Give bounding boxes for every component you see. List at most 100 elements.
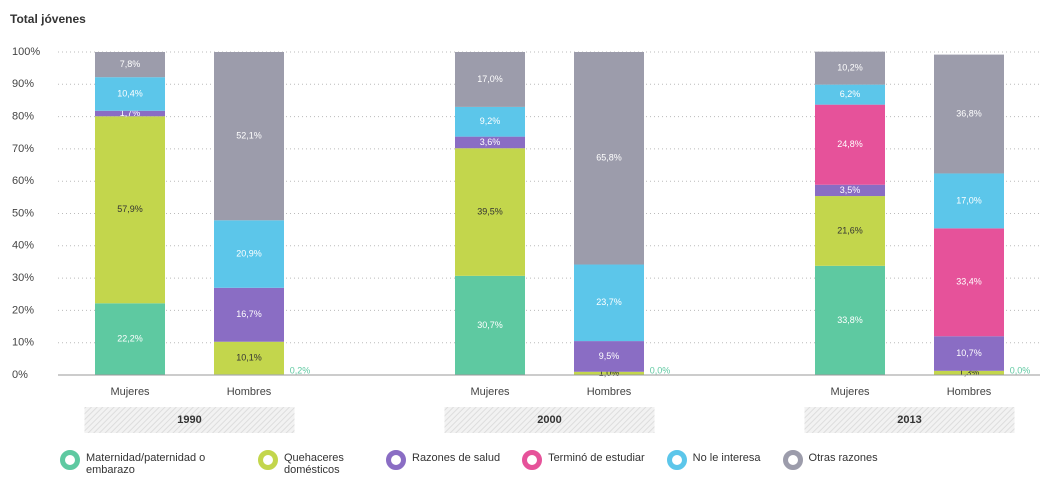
data-label: 33,8%	[837, 315, 863, 325]
x-tick-label: Hombres	[587, 386, 632, 398]
y-tick-label: 60%	[12, 175, 34, 187]
data-label: 0,0%	[650, 365, 671, 375]
group-band	[444, 407, 655, 433]
bar-segment	[95, 303, 165, 375]
data-label: 3,5%	[840, 185, 861, 195]
bar-segment	[95, 110, 165, 117]
data-label: 33,4%	[956, 277, 982, 287]
data-label: 36,8%	[956, 108, 982, 118]
legend-item: Maternidad/paternidad o embarazo	[60, 450, 236, 476]
group-label: 2000	[537, 414, 561, 426]
data-label: 57,9%	[117, 204, 143, 214]
legend-item: Terminó de estudiar	[522, 450, 645, 476]
data-label: 17,0%	[477, 74, 503, 84]
data-label: 10,7%	[956, 348, 982, 358]
data-label: 30,7%	[477, 320, 503, 330]
bar-segment	[934, 54, 1004, 174]
data-label: 3,6%	[480, 137, 501, 147]
data-label: 65,8%	[596, 153, 622, 163]
y-tick-label: 10%	[12, 337, 34, 349]
bar-segment	[574, 371, 644, 375]
bar-segment	[455, 275, 525, 375]
y-tick-label: 100%	[12, 46, 40, 58]
legend-item: Razones de salud	[386, 450, 501, 476]
legend-item: No le interesa	[666, 450, 761, 476]
legend-label: No le interesa	[692, 452, 761, 464]
legend-label: Otras razones	[808, 452, 878, 464]
legend-label: Razones de salud	[412, 452, 501, 464]
legend-item: Otras razones	[782, 450, 878, 476]
bar-segment	[455, 106, 525, 137]
data-label: 1,3%	[959, 367, 980, 377]
bar-segment	[934, 370, 1004, 375]
y-tick-label: 80%	[12, 111, 34, 123]
bar-segment	[815, 104, 885, 185]
data-label: 10,4%	[117, 88, 143, 98]
data-label: 6,2%	[840, 89, 861, 99]
group-label: 2013	[897, 414, 921, 426]
y-tick-label: 30%	[12, 272, 34, 284]
x-tick-label: Hombres	[227, 386, 272, 398]
bar-segment	[815, 51, 885, 85]
group-label: 1990	[177, 414, 201, 426]
bar-segment	[815, 184, 885, 197]
bar-segment	[574, 264, 644, 342]
bar-segment	[95, 52, 165, 78]
legend-swatch	[386, 450, 406, 470]
bar-segment	[815, 265, 885, 375]
x-tick-label: Mujeres	[110, 386, 150, 398]
data-label: 0,0%	[1010, 365, 1031, 375]
chart: Total jóvenes 0% 10% 20% 30% 40% 50% 60% 70% 80%…	[10, 12, 1040, 433]
y-tick-label: 40%	[12, 240, 34, 252]
data-label: 0,2%	[290, 365, 311, 375]
data-label: 1,7%	[120, 108, 141, 118]
data-label: 10,2%	[837, 63, 863, 73]
legend-swatch	[258, 450, 278, 470]
legend-item: Quehaceres domésticos	[258, 450, 364, 476]
bar-segment	[934, 228, 1004, 337]
data-label: 39,5%	[477, 206, 503, 216]
y-tick-label: 0%	[12, 369, 28, 381]
data-label: 20,9%	[236, 248, 262, 258]
bar-segment	[95, 77, 165, 111]
bar-segment	[214, 220, 284, 288]
bar-segment	[934, 173, 1004, 229]
bar-segment	[455, 52, 525, 107]
legend-swatch	[782, 450, 803, 470]
data-label: 17,0%	[956, 195, 982, 205]
data-label: 23,7%	[596, 297, 622, 307]
data-label: 9,5%	[599, 351, 620, 361]
bar-segment	[455, 136, 525, 149]
bar-segment	[815, 84, 885, 105]
legend-label: Maternidad/paternidad o embarazo	[86, 452, 206, 476]
chart-title: Total jóvenes	[10, 12, 86, 26]
bar-segment	[815, 196, 885, 266]
data-label: 24,8%	[837, 139, 863, 149]
y-tick-label: 20%	[12, 304, 34, 316]
y-tick-label: 90%	[12, 78, 34, 90]
legend-swatch	[522, 450, 543, 470]
data-label: 16,7%	[236, 309, 262, 319]
group-band	[84, 407, 295, 433]
data-label: 52,1%	[236, 131, 262, 141]
x-tick-label: Mujeres	[470, 386, 510, 398]
legend-label: Quehaceres domésticos	[284, 452, 344, 476]
bar-segment	[95, 116, 165, 304]
data-label: 1,0%	[599, 368, 620, 378]
data-label: 10,1%	[236, 352, 262, 362]
y-tick-label: 70%	[12, 143, 34, 155]
x-tick-label: Hombres	[947, 386, 992, 398]
bar-segment	[214, 52, 284, 221]
group-band	[804, 407, 1015, 433]
data-label: 7,8%	[120, 59, 141, 69]
bar-segment	[934, 336, 1004, 371]
bar-segment	[214, 287, 284, 342]
legend: Maternidad/paternidad o embarazo Quehacer…	[60, 450, 878, 476]
legend-swatch	[666, 450, 687, 470]
bar-segment	[574, 341, 644, 372]
bar-segment	[455, 148, 525, 276]
legend-swatch	[60, 450, 80, 470]
bar-segment	[214, 341, 284, 375]
bar-segment	[574, 52, 644, 265]
data-label: 21,6%	[837, 225, 863, 235]
